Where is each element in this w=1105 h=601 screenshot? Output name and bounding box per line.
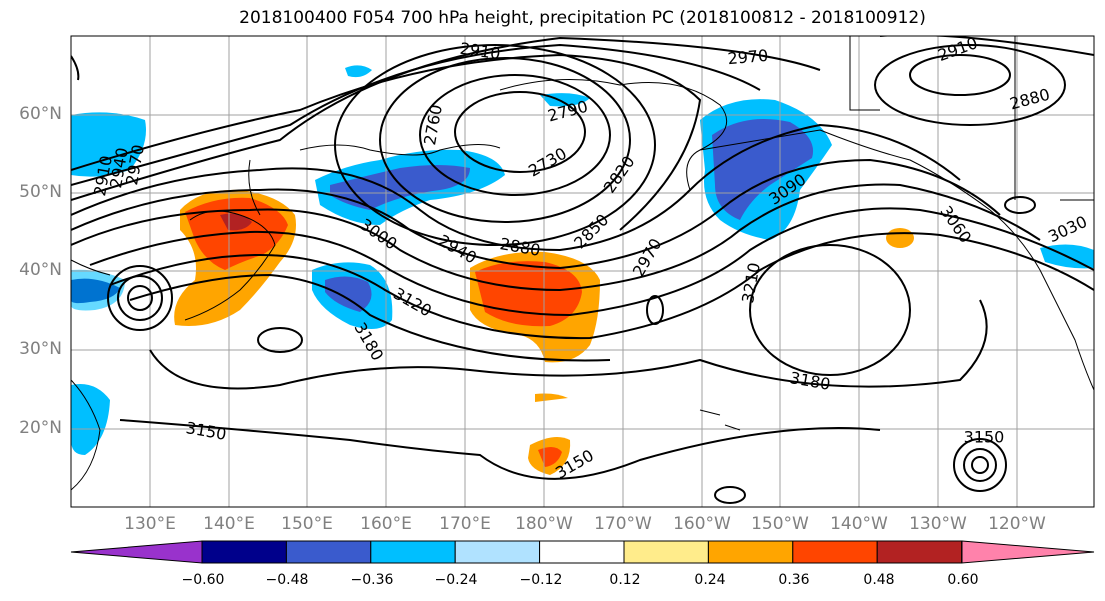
- map-title: 2018100400 F054 700 hPa height, precipit…: [239, 8, 926, 28]
- lon-label-170w: 170°W: [594, 514, 652, 534]
- lat-label-50n: 50°N: [19, 182, 62, 202]
- colorbar-tick: 0.36: [778, 572, 810, 588]
- contour-label: 2970: [727, 46, 769, 68]
- colorbar-segment: [370, 540, 456, 564]
- colorbar-segment: [201, 540, 287, 564]
- colorbar-segment: [623, 540, 709, 564]
- lon-label-170e: 170°E: [439, 514, 491, 534]
- lon-label-150e: 150°E: [281, 514, 333, 534]
- colorbar-tick: −0.12: [519, 572, 563, 588]
- lat-label-30n: 30°N: [19, 339, 62, 359]
- colorbar-segment: [707, 540, 794, 564]
- colorbar-tick: 0.12: [609, 572, 641, 588]
- lon-label-120w: 120°W: [988, 514, 1046, 534]
- coastlines: [71, 36, 1094, 491]
- colorbar-tick: −0.48: [265, 572, 309, 588]
- colorbar-segment: [285, 540, 372, 564]
- map-border: [70, 35, 1095, 508]
- colorbar-tick: 0.60: [947, 572, 979, 588]
- colorbar-extend-max: [961, 540, 1095, 564]
- lon-label-160w: 160°W: [673, 514, 731, 534]
- colorbar: [70, 540, 1095, 564]
- colorbar-segment: [792, 540, 878, 564]
- colorbar-tick: 0.24: [694, 572, 726, 588]
- lon-label-140e: 140°E: [203, 514, 255, 534]
- lon-label-160e: 160°E: [360, 514, 412, 534]
- colorbar-segment: [539, 540, 625, 564]
- colorbar-segment: [876, 540, 963, 564]
- lon-label-130w: 130°W: [909, 514, 967, 534]
- lat-label-40n: 40°N: [19, 260, 62, 280]
- colorbar-tick: −0.60: [181, 572, 225, 588]
- height-contours: [71, 36, 1094, 504]
- colorbar-tick: 0.48: [863, 572, 895, 588]
- colorbar-tick: −0.24: [434, 572, 478, 588]
- colorbar-extend-min: [70, 540, 203, 564]
- lat-label-20n: 20°N: [19, 418, 62, 438]
- lon-label-130e: 130°E: [124, 514, 176, 534]
- lat-label-60n: 60°N: [19, 104, 62, 124]
- colorbar-tick: −0.36: [350, 572, 394, 588]
- lon-label-150w: 150°W: [751, 514, 809, 534]
- contour-label: 3150: [964, 428, 1005, 447]
- precip-anomalies: [71, 65, 1094, 475]
- lon-label-180w: 180°W: [515, 514, 573, 534]
- colorbar-segment: [454, 540, 541, 564]
- lon-label-140w: 140°W: [830, 514, 888, 534]
